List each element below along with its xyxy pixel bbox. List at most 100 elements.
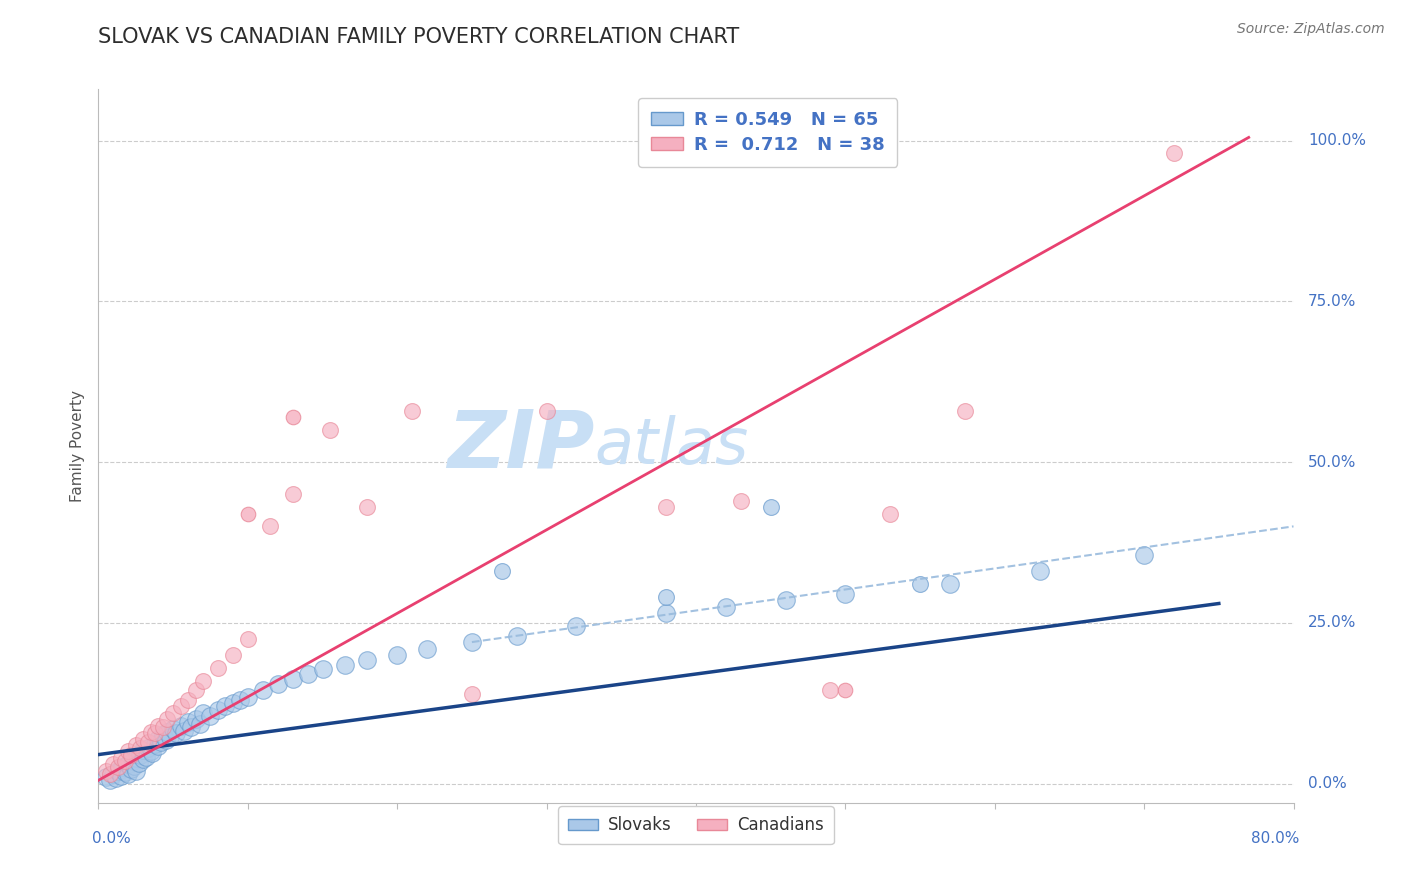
Point [655, 606, 678, 620]
Point [111, 760, 134, 774]
Point [214, 699, 236, 714]
Point [188, 717, 211, 731]
Point [155, 732, 177, 747]
Point [148, 739, 170, 754]
Point [132, 731, 155, 746]
Point [461, 635, 484, 649]
Point [730, 493, 752, 508]
Point [834, 683, 856, 698]
Point [908, 577, 931, 591]
Point [107, 760, 129, 774]
Point [98, 767, 122, 781]
Point [114, 754, 136, 768]
Point [129, 747, 152, 762]
Point [141, 746, 163, 760]
Point [162, 706, 184, 720]
Point [125, 764, 148, 778]
Point [110, 751, 132, 765]
Point [105, 772, 128, 786]
Point [834, 587, 856, 601]
Text: 80.0%: 80.0% [1251, 831, 1299, 847]
Point [356, 653, 378, 667]
Point [281, 487, 304, 501]
Text: atlas: atlas [595, 415, 748, 477]
Point [236, 507, 259, 521]
Legend: Slovaks, Canadians: Slovaks, Canadians [558, 806, 834, 845]
Point [1163, 146, 1185, 161]
Point [125, 738, 148, 752]
Point [148, 719, 170, 733]
Point [177, 693, 200, 707]
Point [281, 410, 304, 425]
Text: ZIP: ZIP [447, 407, 595, 485]
Point [236, 690, 259, 704]
Point [143, 726, 166, 740]
Point [184, 683, 207, 698]
Point [128, 756, 150, 770]
Point [759, 500, 782, 514]
Point [200, 709, 222, 723]
Point [565, 619, 588, 633]
Point [94, 764, 117, 778]
Point [94, 770, 117, 784]
Point [177, 715, 200, 730]
Point [169, 699, 191, 714]
Point [129, 741, 152, 756]
Point [714, 599, 737, 614]
Point [536, 403, 558, 417]
Point [804, 150, 827, 164]
Text: 25.0%: 25.0% [1308, 615, 1357, 631]
Point [333, 657, 356, 672]
Point [121, 754, 143, 768]
Point [120, 763, 142, 777]
Point [124, 758, 146, 772]
Point [159, 730, 181, 744]
Point [655, 590, 678, 604]
Point [125, 751, 148, 765]
Point [356, 500, 378, 514]
Point [401, 403, 423, 417]
Point [139, 725, 162, 739]
Point [139, 744, 162, 758]
Point [103, 767, 125, 781]
Point [114, 764, 136, 779]
Point [416, 641, 439, 656]
Point [207, 702, 229, 716]
Point [165, 726, 187, 740]
Point [252, 683, 274, 698]
Point [132, 743, 155, 757]
Point [156, 712, 179, 726]
Point [150, 735, 173, 749]
Text: Source: ZipAtlas.com: Source: ZipAtlas.com [1237, 22, 1385, 37]
Point [117, 757, 139, 772]
Point [506, 629, 529, 643]
Point [184, 712, 207, 726]
Point [953, 403, 976, 417]
Point [461, 686, 484, 700]
Point [117, 744, 139, 758]
Point [98, 773, 122, 788]
Point [143, 737, 166, 751]
Point [180, 720, 202, 734]
Point [222, 696, 245, 710]
Point [491, 565, 513, 579]
Point [136, 735, 159, 749]
Point [820, 683, 842, 698]
Point [655, 500, 678, 514]
Point [117, 767, 139, 781]
Text: SLOVAK VS CANADIAN FAMILY POVERTY CORRELATION CHART: SLOVAK VS CANADIAN FAMILY POVERTY CORREL… [98, 27, 740, 46]
Point [775, 593, 797, 607]
Point [207, 661, 229, 675]
Text: 0.0%: 0.0% [93, 831, 131, 847]
Point [110, 769, 132, 783]
Point [120, 747, 142, 762]
Point [385, 648, 409, 662]
Point [136, 741, 159, 756]
Point [311, 662, 333, 676]
Point [319, 423, 342, 437]
Text: 75.0%: 75.0% [1308, 293, 1357, 309]
Point [173, 723, 195, 738]
Point [297, 667, 319, 681]
Point [103, 757, 125, 772]
Point [156, 725, 179, 739]
